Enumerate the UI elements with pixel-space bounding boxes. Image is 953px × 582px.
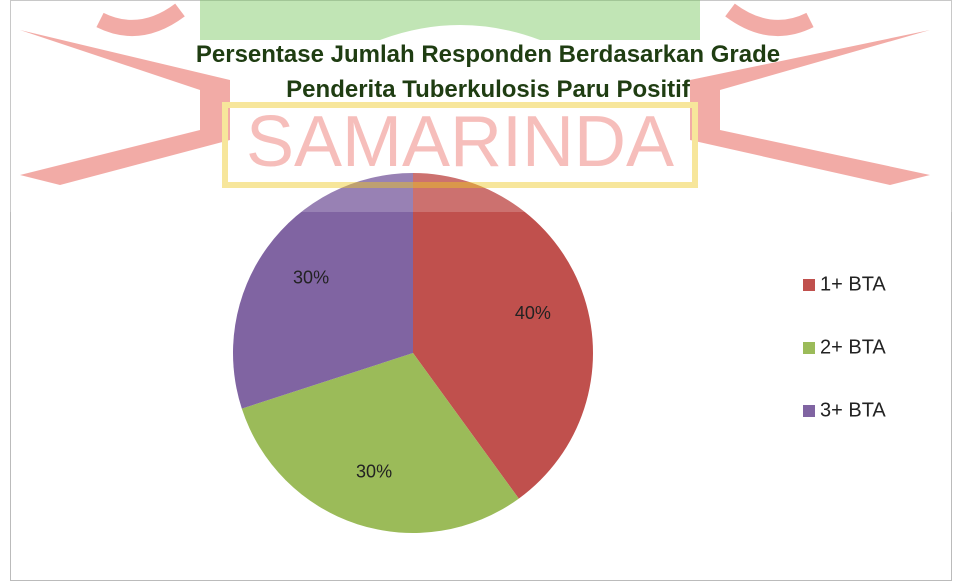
legend-label: 2+ BTA [820, 336, 886, 358]
data-label: 30% [356, 462, 392, 482]
legend-label: 3+ BTA [820, 399, 886, 421]
legend-swatch [803, 405, 815, 417]
data-label: 30% [293, 268, 329, 288]
chart: SAMARINDA Persentase Jumlah Responden Be… [0, 0, 953, 582]
legend-swatch [803, 342, 815, 354]
watermark: SAMARINDA [10, 0, 953, 212]
pie [233, 173, 593, 533]
data-label: 40% [515, 303, 551, 323]
page: SAMARINDA Persentase Jumlah Responden Be… [0, 0, 953, 582]
watermark-text: SAMARINDA [246, 102, 674, 182]
legend-swatch [803, 279, 815, 291]
legend-label: 1+ BTA [820, 273, 886, 295]
